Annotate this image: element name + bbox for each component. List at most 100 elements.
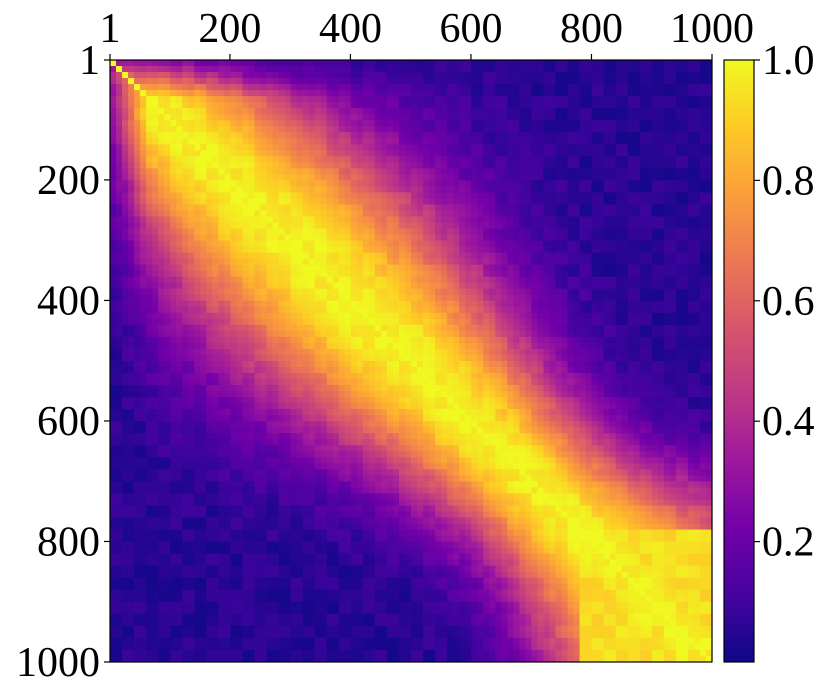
heatmap-cell: [639, 66, 647, 73]
heatmap-cell: [152, 150, 159, 157]
heatmap-cell: [537, 228, 544, 235]
heatmap-cell: [567, 294, 574, 302]
heatmap-cell: [170, 108, 177, 115]
heatmap-cell: [465, 186, 472, 193]
heatmap-cell: [411, 240, 418, 248]
heatmap-cell: [519, 138, 526, 145]
heatmap-cell: [435, 78, 442, 85]
heatmap-cell: [116, 306, 123, 314]
heatmap-cell: [116, 78, 123, 85]
heatmap-cell: [459, 252, 466, 260]
heatmap-cell: [675, 306, 683, 314]
heatmap-cell: [158, 300, 165, 308]
heatmap-cell: [182, 246, 189, 254]
heatmap-cell: [320, 342, 328, 350]
heatmap-cell: [615, 246, 623, 254]
heatmap-cell: [465, 348, 472, 356]
heatmap-cell: [495, 336, 502, 344]
heatmap-cell: [338, 294, 346, 302]
heatmap-cell: [266, 180, 273, 187]
heatmap-cell: [278, 276, 285, 284]
heatmap-cell: [368, 78, 376, 85]
heatmap-cell: [573, 156, 580, 163]
heatmap-cell: [242, 324, 249, 332]
heatmap-cell: [392, 156, 400, 163]
heatmap-cell: [573, 294, 580, 302]
heatmap-cell: [146, 120, 153, 127]
heatmap-cell: [206, 66, 213, 73]
heatmap-cell: [308, 342, 316, 350]
heatmap-cell: [681, 294, 689, 302]
heatmap-cell: [669, 312, 677, 320]
heatmap-cell: [465, 354, 472, 362]
heatmap-cell: [489, 234, 496, 241]
heatmap-cell: [615, 138, 623, 145]
heatmap-cell: [453, 102, 460, 109]
heatmap-cell: [266, 354, 273, 362]
heatmap-cell: [537, 354, 544, 362]
heatmap-cell: [483, 234, 490, 241]
heatmap-cell: [627, 288, 635, 296]
heatmap-cell: [260, 342, 267, 350]
heatmap-cell: [140, 318, 147, 326]
heatmap-cell: [507, 294, 514, 302]
heatmap-cell: [116, 288, 123, 296]
heatmap-cell: [326, 162, 334, 169]
heatmap-cell: [465, 216, 472, 223]
heatmap-cell: [561, 90, 568, 97]
heatmap-cell: [597, 90, 605, 97]
heatmap-cell: [609, 192, 617, 199]
heatmap-cell: [350, 246, 358, 254]
heatmap-cell: [489, 312, 496, 320]
heatmap-cell: [176, 294, 183, 302]
heatmap-cell: [140, 300, 147, 308]
heatmap-cell: [525, 354, 532, 362]
heatmap-cell: [579, 228, 586, 235]
heatmap-cell: [218, 282, 225, 290]
heatmap-cell: [194, 60, 201, 67]
heatmap-cell: [350, 156, 358, 163]
heatmap-cell: [242, 96, 249, 103]
heatmap-cell: [681, 84, 689, 91]
heatmap-cell: [573, 240, 580, 248]
heatmap-cell: [302, 348, 310, 356]
heatmap-cell: [314, 234, 322, 241]
heatmap-cell: [302, 192, 310, 199]
heatmap-cell: [579, 288, 586, 296]
heatmap-cell: [320, 276, 328, 284]
heatmap-cell: [392, 270, 400, 278]
heatmap-cell: [483, 330, 490, 338]
heatmap-cell: [356, 96, 364, 103]
heatmap-cell: [272, 108, 279, 115]
heatmap-cell: [164, 156, 171, 163]
heatmap-cell: [579, 324, 586, 332]
heatmap-cell: [326, 186, 334, 193]
heatmap-cell: [392, 246, 400, 254]
heatmap-cell: [380, 90, 388, 97]
heatmap-cell: [483, 138, 490, 145]
heatmap-cell: [224, 192, 231, 199]
heatmap-cell: [585, 300, 592, 308]
heatmap-cell: [681, 246, 689, 254]
heatmap-cell: [386, 126, 394, 133]
heatmap-cell: [411, 276, 418, 284]
heatmap-cell: [308, 198, 316, 205]
heatmap-cell: [278, 84, 285, 91]
heatmap-cell: [272, 60, 279, 67]
heatmap-cell: [525, 78, 532, 85]
heatmap-cell: [633, 60, 641, 67]
heatmap-cell: [549, 156, 556, 163]
heatmap-cell: [212, 234, 219, 241]
heatmap-cell: [585, 168, 592, 175]
heatmap-cell: [585, 60, 592, 67]
heatmap-cell: [404, 90, 412, 97]
heatmap-cell: [404, 246, 412, 254]
heatmap-cell: [266, 66, 273, 73]
heatmap-cell: [423, 204, 430, 211]
heatmap-cell: [573, 300, 580, 308]
heatmap-cell: [392, 204, 400, 211]
heatmap-cell: [663, 330, 671, 338]
heatmap-cell: [441, 138, 448, 145]
heatmap-cell: [212, 222, 219, 229]
heatmap-cell: [110, 306, 117, 314]
